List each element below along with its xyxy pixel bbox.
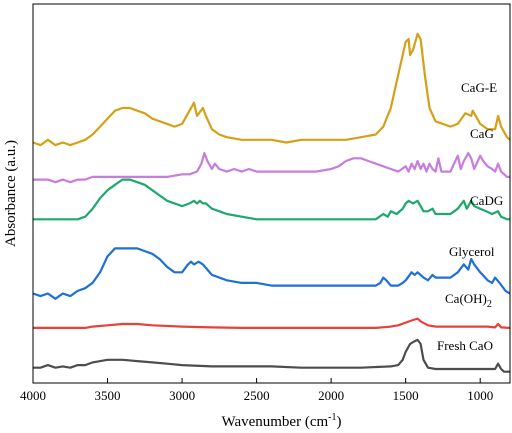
series-label-cag: CaG bbox=[470, 126, 494, 141]
series-label-cadg: CaDG bbox=[470, 193, 503, 208]
series-label-glycerol: Glycerol bbox=[449, 244, 495, 259]
x-axis-title-main: Wavenumber (cm bbox=[221, 414, 328, 430]
series-line-cag-e bbox=[32, 32, 511, 147]
series-label-cag-e: CaG-E bbox=[461, 80, 497, 95]
x-axis-title: Wavenumber (cm-1) bbox=[221, 412, 341, 430]
series-line-glycerol bbox=[32, 247, 511, 300]
series-line-cadg bbox=[33, 178, 510, 221]
x-axis-ticks: 4000 3500 3000 2500 2000 1500 1000 bbox=[20, 378, 493, 403]
x-axis-title-superscript: -1 bbox=[328, 412, 336, 423]
plot-area-frame bbox=[32, 3, 511, 384]
x-axis-title-tail: ) bbox=[337, 414, 342, 430]
series-label-ca-oh-2: Ca(OH)2 bbox=[445, 291, 492, 310]
series-label-layer: CaG-E CaG CaDG Glycerol Ca(OH)2 Fresh CaO bbox=[437, 80, 503, 353]
x-tick-label-3000: 3000 bbox=[169, 388, 195, 403]
series-line-fresh-cao bbox=[33, 338, 510, 373]
series-line-ca-oh-2 bbox=[33, 317, 511, 329]
x-tick-label-2500: 2500 bbox=[244, 388, 270, 403]
series-line-cag bbox=[33, 152, 510, 184]
x-tick-label-1500: 1500 bbox=[393, 388, 419, 403]
series-layer bbox=[32, 32, 511, 373]
x-tick-label-1000: 1000 bbox=[467, 388, 493, 403]
x-tick-label-2000: 2000 bbox=[318, 388, 344, 403]
x-tick-label-4000: 4000 bbox=[20, 388, 46, 403]
series-label-fresh-cao: Fresh CaO bbox=[437, 338, 493, 353]
y-axis-title: Absorbance (a.u.) bbox=[3, 140, 19, 247]
x-tick-label-3500: 3500 bbox=[95, 388, 121, 403]
